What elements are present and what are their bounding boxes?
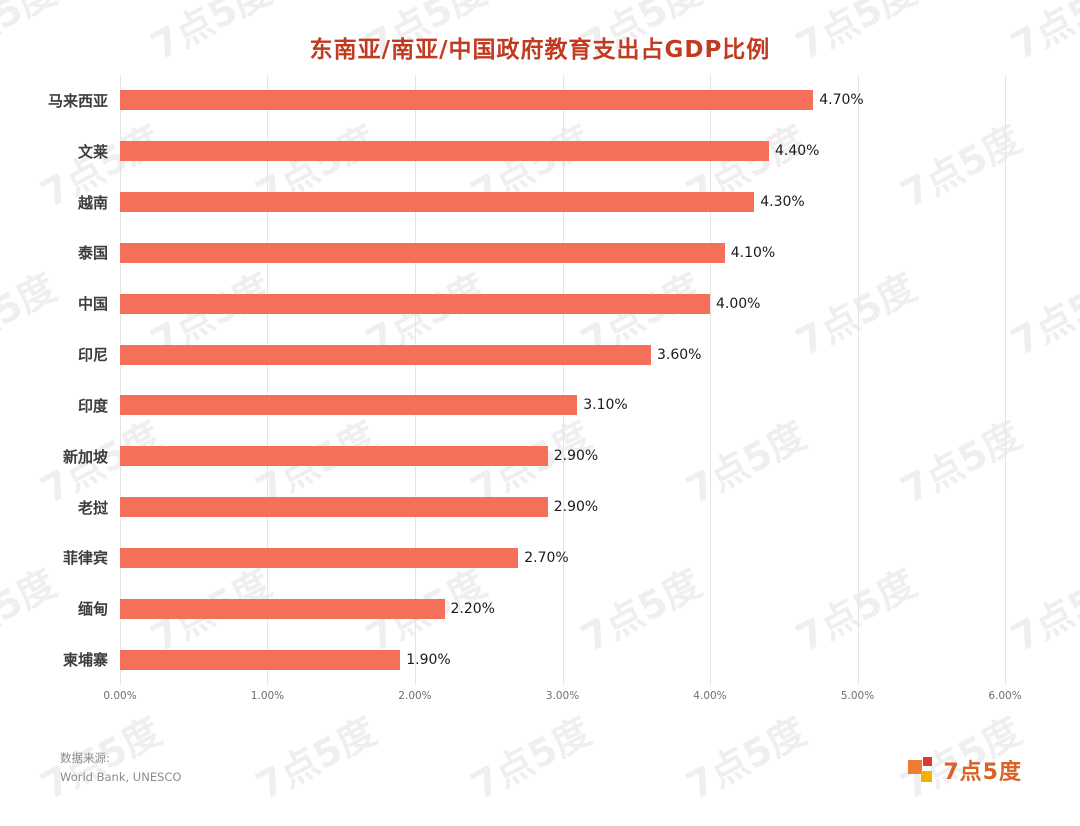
bar [120, 344, 651, 365]
value-label: 4.30% [760, 194, 805, 211]
x-tick-label: 4.00% [693, 690, 727, 702]
watermark-text: 7点5度 [1003, 560, 1080, 661]
bar-chart: 马来西亚 4.70% 文莱 4.40% 越南 4.30% 泰国 4.10% 中国 4.00% 印尼 3… [0, 75, 1006, 685]
brand-logo-text: 7点5度 [943, 760, 1022, 785]
bar [120, 141, 769, 162]
x-tick-label: 5.00% [840, 690, 875, 702]
logo-square-red [923, 756, 933, 766]
bar-area: 4.70% [120, 75, 1005, 126]
bar [120, 395, 578, 416]
bar [120, 497, 548, 518]
chart-row: 泰国 4.10% [0, 227, 1005, 278]
value-label: 4.10% [730, 244, 776, 261]
bar-area: 3.60% [120, 329, 1005, 380]
value-label: 2.20% [450, 600, 495, 617]
bar-area: 4.40% [120, 126, 1005, 177]
bar-area: 1.90% [120, 634, 1005, 685]
gridline [562, 75, 564, 685]
value-label: 4.70% [819, 92, 864, 109]
watermark-text: 7点5度 [463, 708, 599, 809]
grid-layer [120, 75, 1006, 685]
bar [120, 598, 445, 619]
chart-row: 柬埔寨 1.90% [0, 634, 1005, 685]
gridline [267, 75, 269, 685]
gridline [120, 75, 121, 685]
value-label: 2.70% [524, 549, 569, 566]
chart-row: 缅甸 2.20% [0, 583, 1005, 634]
category-label: 中国 [77, 295, 108, 314]
bar-area: 4.00% [120, 278, 1005, 329]
chart-row: 印尼 3.60% [0, 329, 1005, 380]
category-label: 柬埔寨 [62, 651, 108, 670]
category-label: 越南 [77, 193, 108, 212]
data-source: 数据来源: World Bank, UNESCO [60, 749, 181, 788]
bar [120, 293, 710, 314]
chart-row: 马来西亚 4.70% [0, 75, 1005, 126]
bar-area: 3.10% [120, 380, 1005, 431]
bar [120, 90, 814, 111]
gridline [1005, 75, 1006, 685]
bar [120, 649, 401, 670]
chart-rows: 马来西亚 4.70% 文莱 4.40% 越南 4.30% 泰国 4.10% 中国 4.00% 印尼 3… [0, 75, 1005, 685]
gridline [709, 75, 711, 685]
watermark-text: 7点5度 [1003, 264, 1080, 365]
watermark-text: 7点5度 [248, 708, 384, 809]
category-label: 菲律宾 [62, 549, 108, 568]
chart-row: 印度 3.10% [0, 380, 1005, 431]
value-label: 2.90% [553, 499, 599, 516]
bar-area: 2.70% [120, 532, 1005, 583]
bar-area: 2.90% [120, 431, 1005, 482]
x-axis: 0.00% 1.00% 2.00% 3.00% 4.00% 5.00% 6.00% [103, 690, 1021, 706]
x-tick-label: 1.00% [250, 690, 285, 702]
data-source-value: World Bank, UNESCO [60, 770, 182, 785]
category-label: 印度 [77, 396, 108, 415]
bar [120, 192, 755, 213]
category-label: 马来西亚 [47, 91, 108, 110]
chart-row: 老挝 2.90% [0, 482, 1005, 533]
value-label: 1.90% [406, 651, 451, 668]
watermark-text: 7点5度 [678, 708, 814, 809]
category-label: 新加坡 [62, 447, 108, 466]
bar-area: 2.20% [120, 583, 1005, 634]
value-label: 3.60% [657, 346, 702, 363]
bar [120, 547, 519, 568]
x-tick-label: 3.00% [545, 690, 580, 702]
bar [120, 242, 725, 263]
value-label: 2.90% [553, 448, 599, 465]
data-source-label: 数据来源: [60, 750, 110, 765]
chart-row: 菲律宾 2.70% [0, 532, 1005, 583]
category-label: 缅甸 [77, 600, 108, 619]
bar-area: 2.90% [120, 482, 1005, 533]
value-label: 4.00% [715, 295, 761, 312]
gridline [857, 75, 859, 685]
chart-row: 新加坡 2.90% [0, 431, 1005, 482]
category-label: 老挝 [77, 498, 108, 517]
value-label: 3.10% [583, 397, 628, 414]
bar-area: 4.10% [120, 227, 1005, 278]
x-tick-label: 2.00% [398, 690, 432, 702]
chart-title: 东南亚/南亚/中国政府教育支出占GDP比例 [309, 37, 771, 63]
chart-row: 中国 4.00% [0, 278, 1005, 329]
logo-square-yellow [921, 770, 933, 782]
brand-logo: 7点5度 [908, 754, 1022, 786]
category-label: 泰国 [77, 244, 108, 263]
logo-square-orange [908, 759, 923, 774]
bar-area: 4.30% [120, 177, 1005, 228]
value-label: 4.40% [775, 143, 820, 160]
x-tick-label: 6.00% [988, 690, 1022, 702]
chart-row: 越南 4.30% [0, 177, 1005, 228]
gridline [414, 75, 416, 685]
brand-logo-icon [908, 756, 935, 784]
bar [120, 446, 548, 467]
category-label: 文莱 [77, 142, 108, 161]
category-label: 印尼 [77, 346, 108, 365]
x-tick-label: 0.00% [103, 690, 137, 702]
chart-row: 文莱 4.40% [0, 126, 1005, 177]
